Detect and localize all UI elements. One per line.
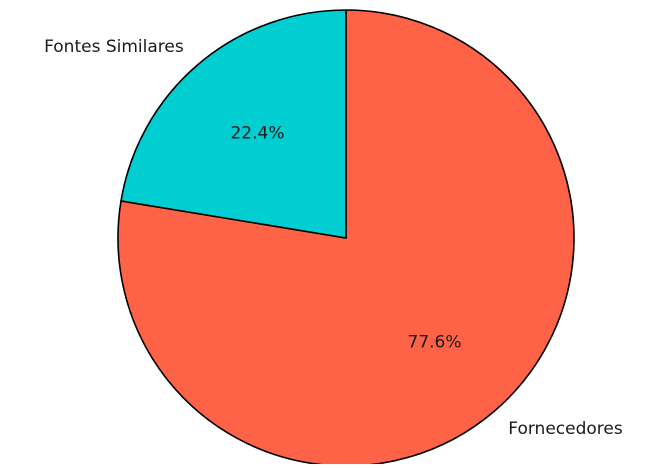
pie-slice-label: Fornecedores	[508, 419, 623, 439]
pie-slice-label: Fontes Similares	[44, 37, 184, 57]
pie-percent-label: 77.6%	[408, 332, 462, 352]
pie-slice-fontes-similares	[120, 9, 347, 239]
pie-slices	[117, 9, 575, 467]
pie-slice-fornecedores	[117, 9, 575, 467]
pie-labels: 77.6% Fornecedores 22.4% Fontes Similares	[44, 37, 623, 439]
pie-percent-label: 22.4%	[230, 124, 284, 144]
